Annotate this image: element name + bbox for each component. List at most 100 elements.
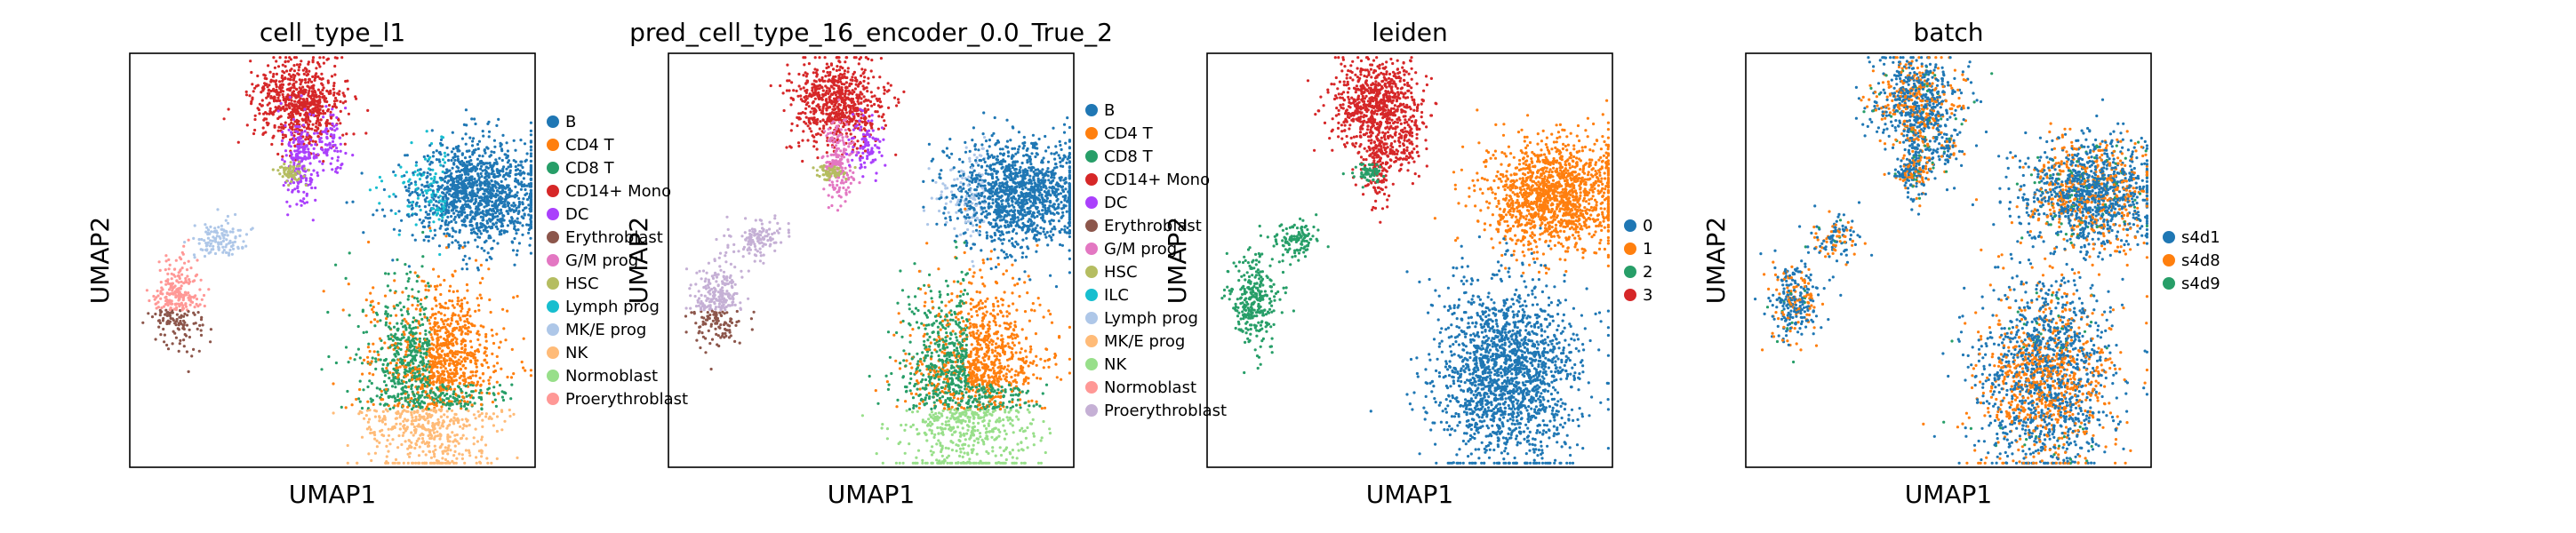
data-point xyxy=(361,372,364,376)
data-point xyxy=(393,336,396,339)
data-point xyxy=(279,89,284,92)
data-point xyxy=(332,93,336,97)
data-point xyxy=(396,346,400,349)
data-point xyxy=(327,103,332,107)
data-point xyxy=(281,136,285,139)
data-point xyxy=(332,84,336,88)
data-point xyxy=(500,143,503,147)
data-point xyxy=(329,113,332,116)
data-point xyxy=(275,83,278,86)
data-point xyxy=(430,414,434,418)
data-point xyxy=(367,240,371,244)
data-point xyxy=(326,147,330,151)
data-point xyxy=(444,193,447,197)
legend-marker xyxy=(547,277,559,290)
data-point xyxy=(452,162,456,165)
data-point xyxy=(313,101,316,105)
legend-label: MK/E prog xyxy=(565,321,646,339)
data-point xyxy=(882,113,885,116)
data-point xyxy=(416,401,420,404)
data-point xyxy=(300,60,303,63)
data-point xyxy=(462,424,467,427)
data-point xyxy=(187,259,190,263)
data-point xyxy=(330,116,333,120)
data-point xyxy=(443,232,446,235)
data-point xyxy=(529,218,532,221)
data-point xyxy=(503,153,507,156)
data-point xyxy=(318,123,322,127)
data-point xyxy=(478,235,482,239)
data-point xyxy=(402,461,405,465)
data-point xyxy=(380,420,385,424)
data-point xyxy=(408,349,412,353)
data-point xyxy=(180,315,183,319)
data-point xyxy=(468,450,471,455)
data-point xyxy=(425,176,428,179)
data-point xyxy=(265,112,268,115)
data-point xyxy=(160,306,164,310)
data-point xyxy=(384,387,388,391)
data-point xyxy=(404,320,408,323)
data-point xyxy=(486,203,490,206)
data-point xyxy=(394,173,397,177)
data-point xyxy=(452,183,455,187)
data-point xyxy=(411,416,414,419)
data-point xyxy=(429,328,434,331)
data-point xyxy=(285,200,289,203)
data-point xyxy=(419,302,422,306)
data-point xyxy=(297,95,300,99)
data-point xyxy=(421,342,425,346)
data-point xyxy=(402,330,405,334)
data-point xyxy=(466,310,469,314)
data-point xyxy=(421,449,425,453)
data-point xyxy=(300,117,304,121)
x-axis-label: UMAP1 xyxy=(289,480,377,509)
data-point xyxy=(505,193,508,196)
data-point xyxy=(474,362,477,365)
data-point xyxy=(276,65,281,68)
data-point xyxy=(411,201,414,204)
data-point xyxy=(385,317,388,321)
data-point xyxy=(452,461,456,465)
data-point xyxy=(476,228,481,232)
data-point xyxy=(412,171,415,175)
data-point xyxy=(159,281,163,284)
data-point xyxy=(195,298,199,301)
data-point xyxy=(383,214,387,218)
data-point xyxy=(460,453,464,457)
data-point xyxy=(433,332,436,336)
data-point xyxy=(464,176,468,179)
data-point xyxy=(444,155,447,158)
data-point xyxy=(487,392,492,395)
data-point xyxy=(183,281,187,284)
data-point xyxy=(452,393,455,396)
data-point xyxy=(156,300,160,304)
data-point xyxy=(468,454,472,457)
data-point xyxy=(260,86,265,90)
data-point xyxy=(508,209,513,212)
data-point xyxy=(487,267,491,271)
data-point xyxy=(529,148,533,152)
data-point xyxy=(326,109,330,113)
data-point xyxy=(514,185,517,188)
data-point xyxy=(176,327,180,330)
data-point xyxy=(370,381,373,386)
data-point xyxy=(256,107,260,110)
data-point xyxy=(492,164,495,168)
data-point xyxy=(386,306,389,309)
data-point xyxy=(186,314,189,317)
data-point xyxy=(298,164,301,168)
data-point xyxy=(377,353,380,356)
data-point xyxy=(413,180,417,184)
data-point xyxy=(423,198,427,202)
data-point xyxy=(388,338,391,341)
data-point xyxy=(484,443,488,447)
data-point xyxy=(414,404,418,409)
data-point xyxy=(517,242,522,245)
data-point xyxy=(418,178,422,181)
data-point xyxy=(285,179,289,183)
data-point xyxy=(520,160,524,163)
data-point xyxy=(883,91,886,95)
data-point xyxy=(446,211,450,214)
data-point xyxy=(430,184,434,187)
